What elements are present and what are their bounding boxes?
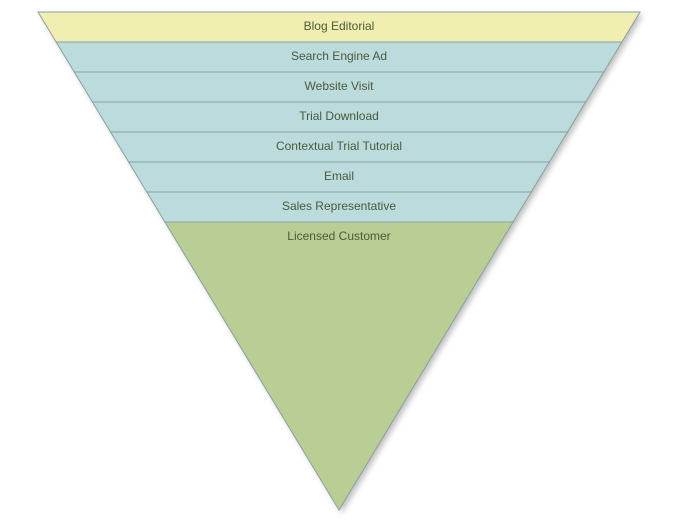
funnel-stages: Blog Editorial Search Engine Ad Website Vi… [38,12,640,510]
funnel-stage-label: Trial Download [299,109,379,123]
funnel-stage-label: Sales Representative [282,199,396,213]
funnel-stage-label: Blog Editorial [304,19,375,33]
inverted-funnel: Blog Editorial Search Engine Ad Website Vi… [0,0,678,524]
funnel-stage-label: Website Visit [305,79,375,93]
funnel-stage-label: Contextual Trial Tutorial [276,139,402,153]
funnel-stage-label: Licensed Customer [287,229,390,243]
funnel-stage-label: Search Engine Ad [291,49,387,63]
funnel-stage [165,222,513,510]
funnel-stage-label: Email [324,169,354,183]
